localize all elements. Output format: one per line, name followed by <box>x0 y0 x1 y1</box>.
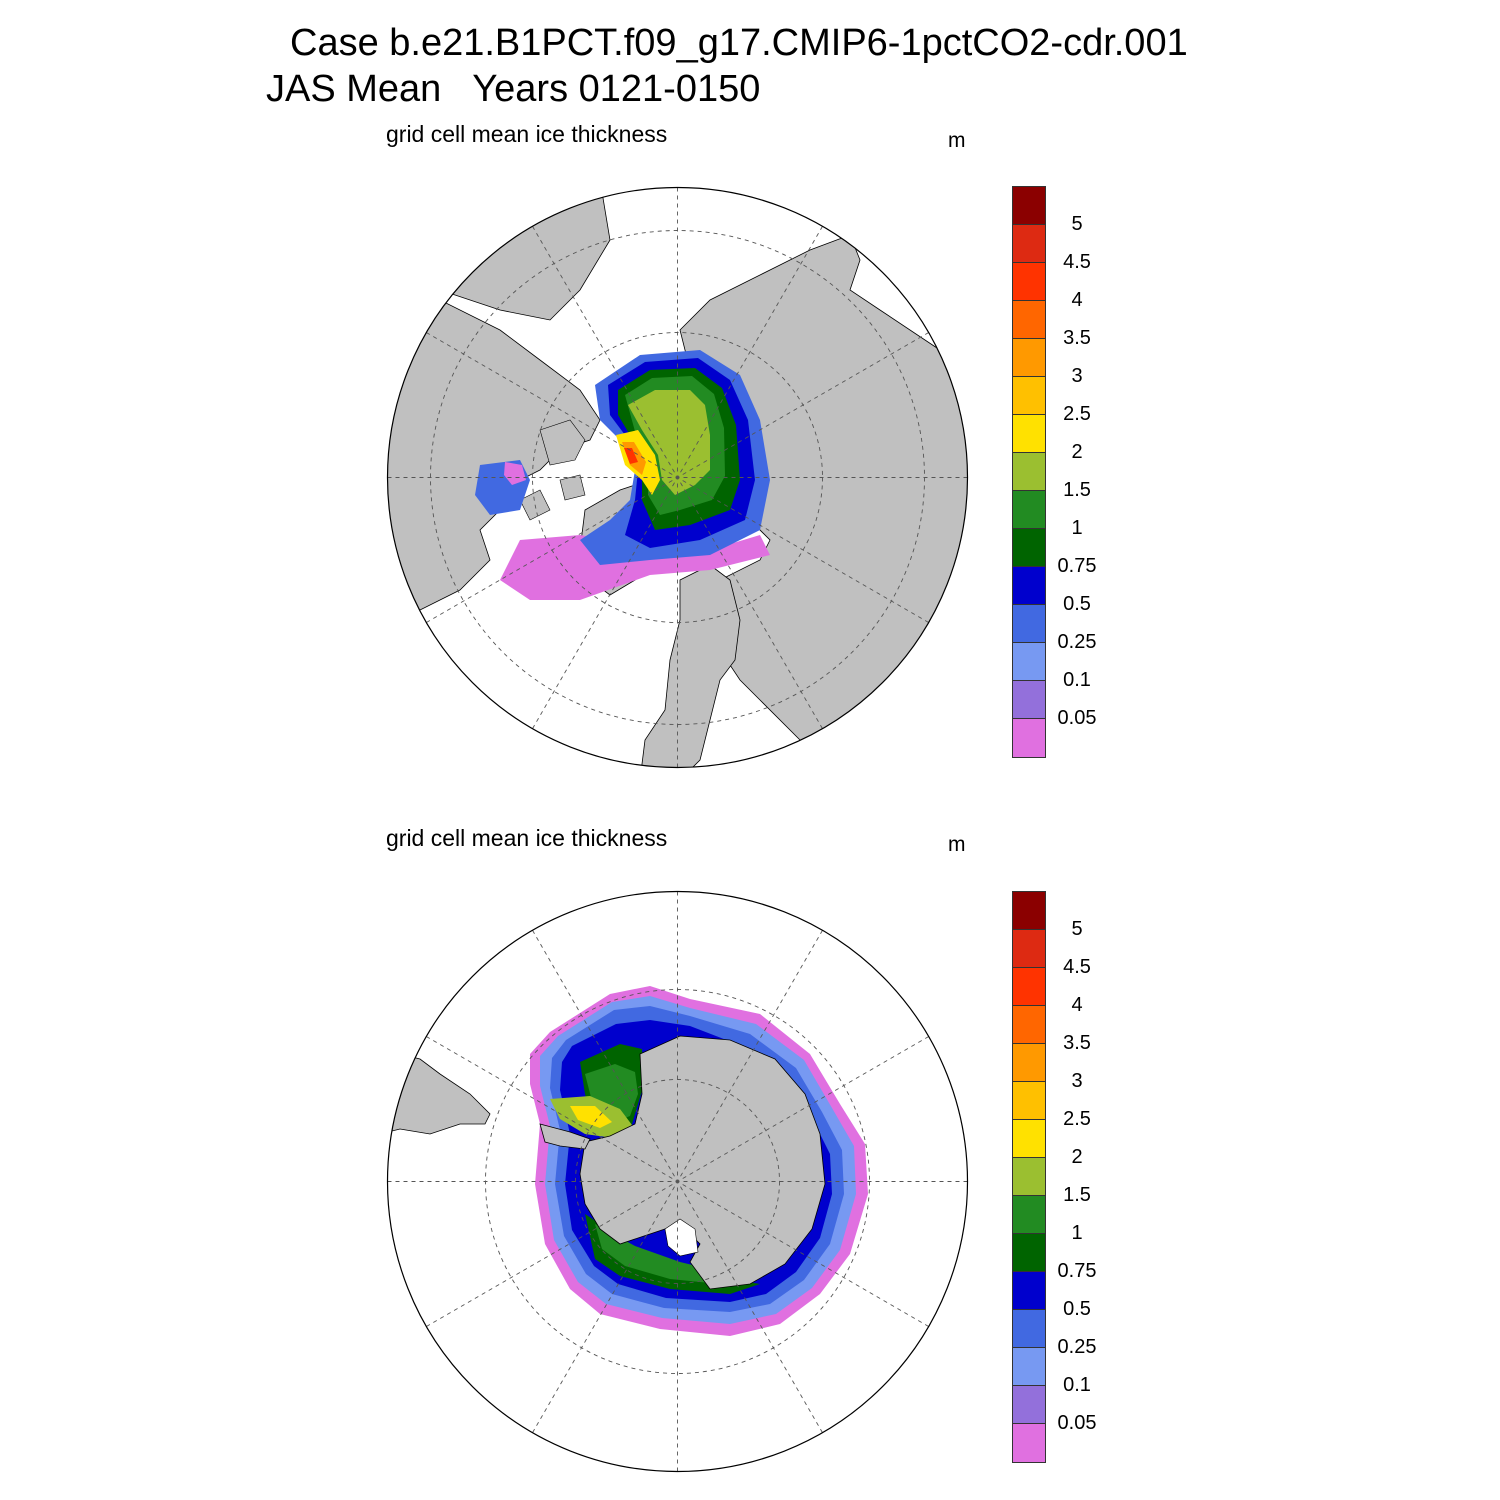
north-colorbar-tick-label: 3 <box>1071 365 1083 387</box>
south-colorbar-segment-4 <box>1013 1006 1045 1044</box>
south-colorbar-tick-label: 0.5 <box>1063 1298 1091 1320</box>
figure-title-period: JAS Mean Years 0121-0150 <box>266 68 761 110</box>
south-ice-yellow <box>570 1106 612 1128</box>
north-colorbar-segment-5 <box>1013 339 1045 377</box>
south-colorbar-segment-5 <box>1013 1044 1045 1082</box>
south-colorbar-tick-label: 4 <box>1071 994 1083 1016</box>
south-colorbar-tick-label: 0.1 <box>1063 1374 1091 1396</box>
north-colorbar-tick-label: 4.5 <box>1063 251 1091 273</box>
south-panel-title: grid cell mean ice thickness <box>386 825 668 851</box>
south-colorbar-tick-label: 4.5 <box>1063 956 1091 978</box>
south-graticule <box>387 891 968 1472</box>
north-polar-map <box>386 186 969 769</box>
north-colorbar-tick-label: 0.1 <box>1063 669 1091 691</box>
south-colorbar-segment-13 <box>1013 1348 1045 1386</box>
south-colorbar-tick-label: 3.5 <box>1063 1032 1091 1054</box>
north-land-europe <box>639 564 741 768</box>
south-colorbar-segment-7 <box>1013 1120 1045 1158</box>
south-polar-map <box>386 890 969 1473</box>
south-colorbar-tick-label: 0.05 <box>1057 1412 1097 1434</box>
north-panel-units: m <box>948 129 966 152</box>
south-panel-units: m <box>948 833 966 856</box>
north-colorbar-tick-label: 1.5 <box>1063 479 1091 501</box>
figure-title-case: Case b.e21.B1PCT.f09_g17.CMIP6-1pctCO2-c… <box>290 22 1188 64</box>
north-colorbar-segment-1 <box>1013 187 1045 225</box>
south-colorbar-segment-3 <box>1013 968 1045 1006</box>
south-colorbar-tick-label: 2.5 <box>1063 1108 1091 1130</box>
south-colorbar-tick-label: 0.75 <box>1057 1260 1097 1282</box>
south-colorbar-segment-10 <box>1013 1234 1045 1272</box>
north-colorbar <box>1012 186 1046 758</box>
south-colorbar-tick-label: 1 <box>1071 1222 1083 1244</box>
south-colorbar-segment-11 <box>1013 1272 1045 1310</box>
north-map-border <box>386 186 969 769</box>
north-colorbar-tick-label: 0.75 <box>1057 555 1097 577</box>
south-colorbar-tick-label: 0.25 <box>1057 1336 1097 1358</box>
south-colorbar-segment-12 <box>1013 1310 1045 1348</box>
south-colorbar-segment-15 <box>1013 1424 1045 1462</box>
north-colorbar-segment-15 <box>1013 719 1045 757</box>
north-colorbar-tick-label: 0.25 <box>1057 631 1097 653</box>
north-colorbar-segment-7 <box>1013 415 1045 453</box>
south-colorbar <box>1012 891 1046 1463</box>
north-colorbar-segment-3 <box>1013 263 1045 301</box>
north-panel-title: grid cell mean ice thickness <box>386 121 668 147</box>
north-colorbar-tick-label: 3.5 <box>1063 327 1091 349</box>
south-colorbar-tick-label: 5 <box>1071 918 1083 940</box>
north-colorbar-segment-6 <box>1013 377 1045 415</box>
north-colorbar-segment-14 <box>1013 681 1045 719</box>
north-colorbar-segment-4 <box>1013 301 1045 339</box>
north-colorbar-tick-label: 1 <box>1071 517 1083 539</box>
north-land-archipelago <box>519 419 586 521</box>
north-colorbar-tick-label: 0.5 <box>1063 593 1091 615</box>
south-ross-ice-shelf <box>664 1218 699 1257</box>
north-graticule <box>387 187 968 768</box>
north-colorbar-segment-11 <box>1013 567 1045 605</box>
north-colorbar-segment-2 <box>1013 225 1045 263</box>
south-colorbar-segment-8 <box>1013 1158 1045 1196</box>
south-colorbar-segment-1 <box>1013 892 1045 930</box>
north-ice-hudson-pink <box>504 462 526 485</box>
north-colorbar-tick-label: 2.5 <box>1063 403 1091 425</box>
north-colorbar-tick-label: 5 <box>1071 213 1083 235</box>
north-colorbar-segment-10 <box>1013 529 1045 567</box>
north-colorbar-tick-label: 4 <box>1071 289 1083 311</box>
north-colorbar-segment-12 <box>1013 605 1045 643</box>
north-colorbar-tick-label: 0.05 <box>1057 707 1097 729</box>
south-colorbar-tick-label: 1.5 <box>1063 1184 1091 1206</box>
south-colorbar-tick-label: 3 <box>1071 1070 1083 1092</box>
south-map-border <box>386 890 969 1473</box>
north-ice-lightgreen <box>628 390 710 495</box>
north-ice-red <box>624 448 638 464</box>
south-land-antarctic-peninsula <box>539 1123 591 1150</box>
south-colorbar-segment-2 <box>1013 930 1045 968</box>
north-colorbar-segment-13 <box>1013 643 1045 681</box>
south-colorbar-segment-9 <box>1013 1196 1045 1234</box>
north-colorbar-segment-8 <box>1013 453 1045 491</box>
south-colorbar-segment-6 <box>1013 1082 1045 1120</box>
south-colorbar-tick-label: 2 <box>1071 1146 1083 1168</box>
north-colorbar-tick-label: 2 <box>1071 441 1083 463</box>
north-colorbar-segment-9 <box>1013 491 1045 529</box>
south-colorbar-segment-14 <box>1013 1386 1045 1424</box>
north-land-north-america <box>387 299 601 621</box>
